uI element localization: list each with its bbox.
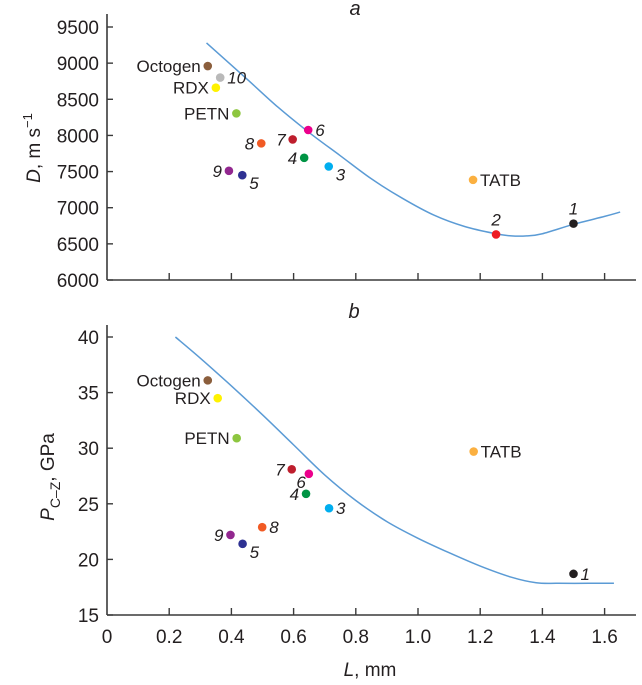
point-label: 9 <box>212 162 222 181</box>
point-label: 8 <box>269 518 279 537</box>
x-tick-label: 0.6 <box>280 627 306 648</box>
y-title-exponent: −1 <box>20 113 35 128</box>
data-point-petn <box>232 433 241 443</box>
data-point-3 <box>324 162 334 171</box>
data-point-8 <box>256 139 266 148</box>
point-label: 4 <box>290 485 299 504</box>
y-title-variable: P <box>38 508 59 521</box>
point-label: 5 <box>249 174 259 193</box>
data-point-7 <box>288 135 297 144</box>
point-label: 5 <box>250 543 260 562</box>
data-point-octogen <box>203 376 213 385</box>
data-point-tatb <box>468 175 478 185</box>
point-label: 4 <box>288 149 297 168</box>
point-label: 1 <box>569 200 578 219</box>
x-tick-label: 1.4 <box>529 627 556 648</box>
panel-a-y-axis-title: D, m s−1 <box>20 113 45 183</box>
y-tick-label: 20 <box>78 550 99 571</box>
data-point-3 <box>324 503 334 513</box>
data-point-rdx <box>213 393 223 403</box>
point-label: 8 <box>245 134 255 153</box>
point-label: 6 <box>296 473 306 492</box>
y-tick-label: 6500 <box>57 235 99 256</box>
panel-a: a D, m s−1 6000 6500 7000 7500 8000 8500 9000 9… <box>20 0 636 292</box>
y-tick-label: 8000 <box>57 126 99 147</box>
data-point-6 <box>303 125 313 135</box>
y-tick-label: 8500 <box>57 90 99 111</box>
data-point-9 <box>224 166 234 176</box>
data-point-8 <box>257 522 267 532</box>
point-label: TATB <box>481 443 522 462</box>
point-label: 3 <box>336 166 346 185</box>
x-tick-label: 1.6 <box>591 627 617 648</box>
y-tick-label: 35 <box>78 384 99 405</box>
y-tick-label: 25 <box>78 495 99 516</box>
point-label: 1 <box>581 565 590 584</box>
point-label: RDX <box>175 389 211 408</box>
panel-b-y-axis-title: PC–Z, GPa <box>38 433 63 521</box>
point-label: 2 <box>490 210 501 229</box>
x-axis-title: L, mm <box>344 660 397 681</box>
x-tick-label: 0.2 <box>156 627 182 648</box>
x-tick-label: 0.8 <box>343 627 369 648</box>
data-point-2 <box>491 230 501 239</box>
data-point-1 <box>569 219 578 228</box>
data-point-1 <box>569 569 578 579</box>
y-tick-label: 40 <box>78 328 99 349</box>
y-tick-label: 9000 <box>57 54 99 75</box>
point-label: PETN <box>184 429 229 448</box>
point-label: RDX <box>173 79 209 98</box>
data-point-6 <box>304 469 314 479</box>
point-label: 3 <box>336 499 346 518</box>
data-point-5 <box>237 170 247 180</box>
x-tick-label: 1.2 <box>467 627 493 648</box>
x-title-unit: , mm <box>354 660 396 681</box>
point-label: Octogen <box>136 57 200 76</box>
point-label: 7 <box>275 460 285 479</box>
data-point-4 <box>301 489 311 499</box>
y-tick-label: 30 <box>78 439 99 460</box>
x-title-variable: L <box>344 660 355 681</box>
panel-a-label: a <box>349 0 360 20</box>
y-tick-label: 7500 <box>57 163 99 184</box>
y-title-unit: , m s <box>24 128 45 169</box>
y-title-variable: D <box>24 169 45 183</box>
x-tick-label: 0 <box>102 627 113 648</box>
y-tick-label: 15 <box>78 606 99 627</box>
point-label: 7 <box>276 130 286 149</box>
data-point-petn <box>232 109 241 118</box>
point-label: 6 <box>315 121 325 140</box>
y-tick-label: 9500 <box>57 18 99 39</box>
x-tick-label: 0.4 <box>218 627 245 648</box>
point-label: Octogen <box>136 371 200 390</box>
y-title-unit: , GPa <box>38 433 59 482</box>
data-point-4 <box>299 153 309 163</box>
panel-b-label: b <box>348 301 359 323</box>
data-point-tatb <box>469 447 478 456</box>
y-title-subscript: C–Z <box>47 481 63 508</box>
model-curve <box>206 42 621 237</box>
data-point-7 <box>287 465 297 474</box>
point-label: TATB <box>480 171 521 190</box>
data-point-10 <box>215 73 225 82</box>
data-point-rdx <box>211 83 221 93</box>
point-label: 9 <box>214 526 224 545</box>
data-point-5 <box>238 539 247 549</box>
x-tick-label: 1.0 <box>405 627 431 648</box>
data-point-9 <box>226 530 235 540</box>
model-curve <box>174 336 614 585</box>
y-tick-label: 7000 <box>57 199 99 220</box>
point-label: PETN <box>184 104 229 123</box>
data-point-octogen <box>203 61 213 71</box>
y-tick-label: 6000 <box>57 271 99 292</box>
point-label: 10 <box>227 69 246 88</box>
